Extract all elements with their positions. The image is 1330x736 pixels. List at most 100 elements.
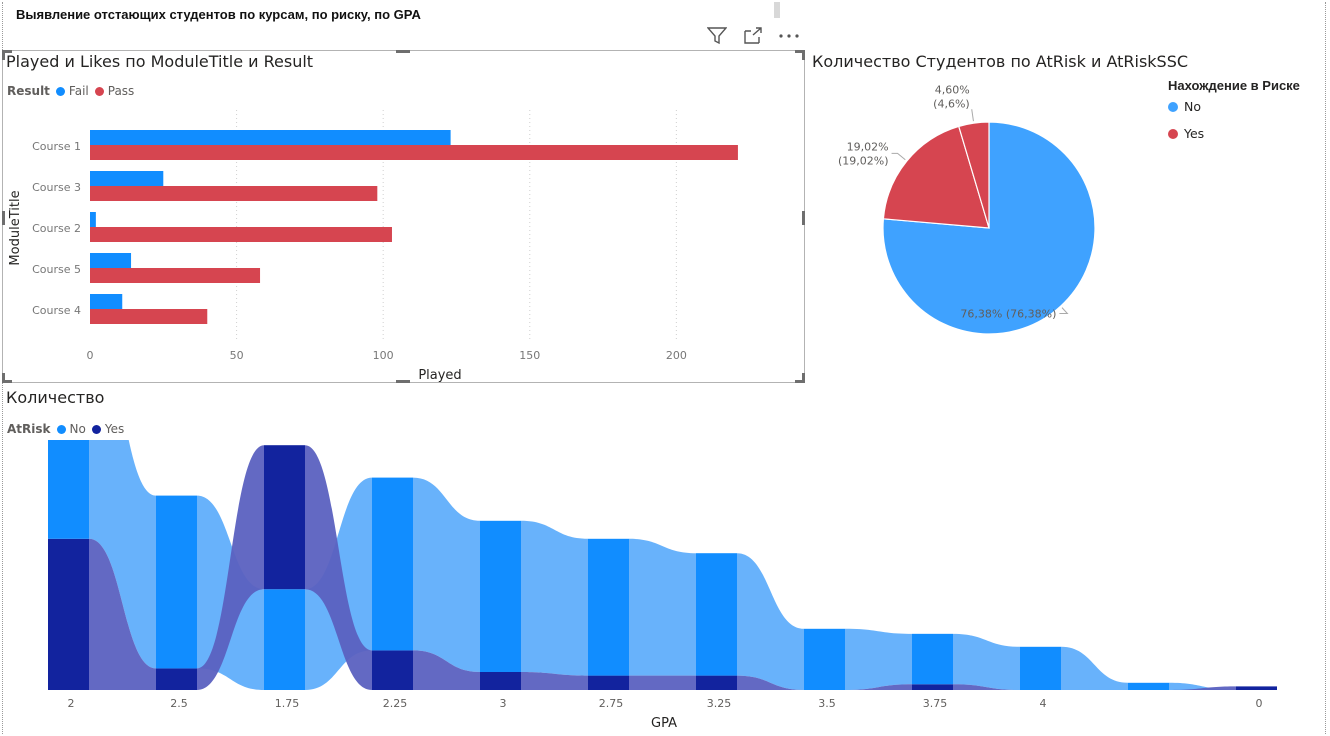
ribbon-legend-item-yes[interactable]: Yes bbox=[91, 422, 124, 436]
legend-label-pass: Pass bbox=[107, 84, 135, 98]
ribbon-yes-2 bbox=[305, 445, 372, 690]
x-tick-2: 1.75 bbox=[275, 697, 300, 710]
resize-handle-top-mid[interactable] bbox=[396, 50, 410, 53]
resize-handle-mid-right[interactable] bbox=[802, 211, 805, 225]
x-axis-label: Played bbox=[418, 368, 461, 383]
ribbon-legend-item-no[interactable]: No bbox=[56, 422, 86, 436]
column-no-3 bbox=[372, 477, 413, 651]
ribbon-yes-8 bbox=[953, 684, 1020, 690]
pie-slice-0 bbox=[882, 121, 1096, 335]
pie-label-0: 76,38% (76,38%) bbox=[960, 308, 1056, 321]
pie-leader-1 bbox=[891, 152, 906, 161]
ribbon-legend-dot-no bbox=[56, 424, 66, 434]
resize-handle-bottom-left[interactable] bbox=[2, 380, 12, 383]
pie-legend-item-yes[interactable]: Yes bbox=[1168, 126, 1204, 141]
x-tick-3: 150 bbox=[519, 349, 540, 362]
x-tick-11: 0 bbox=[1256, 697, 1263, 710]
column-no-6 bbox=[696, 553, 737, 676]
column-no-4 bbox=[480, 520, 521, 672]
y-tick-1: Course 3 bbox=[32, 181, 81, 194]
x-tick-9: 4 bbox=[1040, 697, 1047, 710]
resize-handle-bottom-mid[interactable] bbox=[396, 380, 410, 383]
ribbon-chart-legend: AtRisk No Yes bbox=[7, 422, 130, 436]
column-no-7 bbox=[804, 628, 845, 690]
column-yes-0 bbox=[48, 538, 89, 690]
pie-leader-0 bbox=[1059, 307, 1069, 315]
ribbon-yes-5 bbox=[629, 675, 696, 690]
column-yes-1 bbox=[156, 668, 197, 690]
column-yes-4 bbox=[480, 672, 521, 690]
y-tick-3: Course 5 bbox=[32, 263, 81, 276]
legend-dot-fail bbox=[55, 86, 65, 96]
resize-handle-top-left-v bbox=[2, 50, 5, 60]
pie-legend-label-no: No bbox=[1184, 99, 1201, 114]
resize-handle-top-right-v bbox=[802, 50, 805, 60]
bar-chart-plot: 0 50 100 150 200 Course 1 Course 3 Course 2 Cour… bbox=[8, 110, 738, 383]
bar-fail-1 bbox=[90, 171, 164, 186]
column-yes-6 bbox=[696, 675, 737, 690]
x-axis-label: GPA bbox=[651, 716, 677, 731]
ribbon-chart-title: Количество bbox=[6, 388, 105, 407]
pie-legend-title: Нахождение в Риске bbox=[1168, 78, 1300, 93]
x-tick-2: 100 bbox=[373, 349, 394, 362]
ribbon-no-8 bbox=[953, 633, 1020, 690]
more-options-icon[interactable] bbox=[778, 25, 800, 47]
ribbon-legend-label-no: No bbox=[69, 422, 86, 436]
column-yes-2 bbox=[264, 445, 305, 590]
ribbon-no-9 bbox=[1061, 646, 1128, 690]
column-no-0 bbox=[48, 440, 89, 539]
page-title: Выявление отстающих студентов по курсам,… bbox=[16, 7, 421, 22]
column-no-1 bbox=[156, 495, 197, 669]
x-tick-3: 2.25 bbox=[383, 697, 408, 710]
bar-pass-4 bbox=[90, 309, 208, 324]
pie-legend-item-no[interactable]: No bbox=[1168, 99, 1201, 114]
bar-fail-4 bbox=[90, 294, 123, 309]
bar-pass-0 bbox=[90, 145, 738, 160]
bar-fail-2 bbox=[90, 212, 96, 227]
bar-fail-3 bbox=[90, 253, 132, 268]
resize-handle-top-left[interactable] bbox=[2, 50, 12, 53]
resize-handle-bottom-right[interactable] bbox=[795, 380, 805, 383]
x-tick-1: 2.5 bbox=[170, 697, 188, 710]
pie-chart-plot: 76,38% (76,38%) 19,02%(19,02%) 4,60%(4,6%) bbox=[838, 83, 1096, 335]
ribbon-chart-plot: 2 2.5 1.75 2.25 3 2.75 3.25 3.5 3.75 4 0 GPA bbox=[48, 440, 1277, 731]
legend-item-fail[interactable]: Fail bbox=[55, 84, 89, 98]
visual-header-toolbar bbox=[706, 24, 806, 48]
ribbon-yes-1 bbox=[197, 445, 264, 690]
y-tick-2: Course 2 bbox=[32, 222, 81, 235]
filter-icon[interactable] bbox=[706, 25, 728, 47]
pie-label-2a: 4,60% bbox=[935, 83, 970, 96]
column-yes-11 bbox=[1236, 686, 1277, 690]
column-no-8 bbox=[912, 633, 953, 685]
bar-pass-3 bbox=[90, 268, 261, 283]
pie-label-2b: (4,6%) bbox=[933, 97, 970, 110]
y-axis-label: ModuleTitle bbox=[8, 190, 23, 265]
resize-handle-top-right[interactable] bbox=[795, 50, 805, 53]
column-yes-8 bbox=[912, 684, 953, 690]
pie-legend-dot-no bbox=[1168, 101, 1178, 112]
column-yes-3 bbox=[372, 650, 413, 690]
bar-chart-title: Played и Likes по ModuleTitle и Result bbox=[6, 52, 314, 71]
pie-leader-2 bbox=[971, 109, 974, 122]
x-tick-4: 200 bbox=[666, 349, 687, 362]
pie-legend-dot-yes bbox=[1168, 128, 1178, 139]
pie-chart-title: Количество Студентов по AtRisk и AtRiskS… bbox=[812, 52, 1189, 71]
legend-item-pass[interactable]: Pass bbox=[94, 84, 135, 98]
ribbon-no-6 bbox=[737, 553, 804, 690]
bar-pass-2 bbox=[90, 227, 392, 242]
pie-legend-label-yes: Yes bbox=[1184, 126, 1205, 141]
resize-handle-bottom-left-v bbox=[2, 373, 5, 383]
ribbon-yes-10 bbox=[1169, 686, 1236, 690]
column-no-9 bbox=[1020, 646, 1061, 690]
bar-chart-legend: Result Fail Pass bbox=[7, 84, 140, 98]
top-resize-grip[interactable] bbox=[774, 2, 780, 18]
ribbon-yes-3 bbox=[413, 650, 480, 690]
focus-mode-icon[interactable] bbox=[742, 25, 764, 47]
bar-pass-1 bbox=[90, 186, 378, 201]
y-tick-0: Course 1 bbox=[32, 140, 81, 153]
ribbon-yes-7 bbox=[845, 684, 912, 690]
x-tick-6: 3.25 bbox=[707, 697, 732, 710]
resize-handle-mid-left[interactable] bbox=[2, 211, 5, 225]
ribbon-no-7 bbox=[845, 628, 912, 690]
ribbon-no-5 bbox=[629, 538, 696, 676]
